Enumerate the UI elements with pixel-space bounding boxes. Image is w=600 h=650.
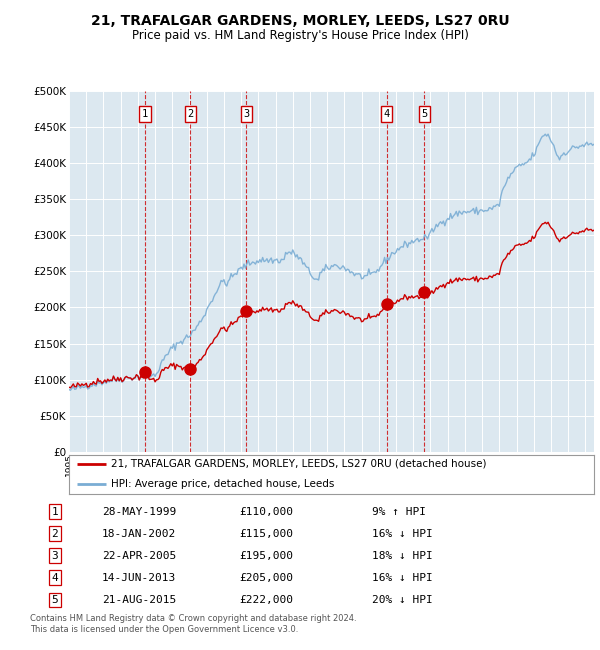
Text: 5: 5: [421, 109, 427, 119]
Text: 2: 2: [52, 528, 58, 539]
Text: 5: 5: [52, 595, 58, 605]
Text: 9% ↑ HPI: 9% ↑ HPI: [372, 506, 426, 517]
Text: 20% ↓ HPI: 20% ↓ HPI: [372, 595, 433, 605]
Text: 21, TRAFALGAR GARDENS, MORLEY, LEEDS, LS27 0RU (detached house): 21, TRAFALGAR GARDENS, MORLEY, LEEDS, LS…: [111, 459, 487, 469]
Text: 4: 4: [383, 109, 390, 119]
Text: £195,000: £195,000: [240, 551, 294, 561]
Text: £115,000: £115,000: [240, 528, 294, 539]
Text: 21-AUG-2015: 21-AUG-2015: [102, 595, 176, 605]
Text: 21, TRAFALGAR GARDENS, MORLEY, LEEDS, LS27 0RU: 21, TRAFALGAR GARDENS, MORLEY, LEEDS, LS…: [91, 14, 509, 29]
Text: 14-JUN-2013: 14-JUN-2013: [102, 573, 176, 583]
Text: 22-APR-2005: 22-APR-2005: [102, 551, 176, 561]
Text: 4: 4: [52, 573, 58, 583]
Text: 2: 2: [187, 109, 193, 119]
Text: Contains HM Land Registry data © Crown copyright and database right 2024.
This d: Contains HM Land Registry data © Crown c…: [30, 614, 356, 634]
Text: £205,000: £205,000: [240, 573, 294, 583]
Text: 28-MAY-1999: 28-MAY-1999: [102, 506, 176, 517]
Text: 18-JAN-2002: 18-JAN-2002: [102, 528, 176, 539]
Text: 18% ↓ HPI: 18% ↓ HPI: [372, 551, 433, 561]
Text: £110,000: £110,000: [240, 506, 294, 517]
Text: Price paid vs. HM Land Registry's House Price Index (HPI): Price paid vs. HM Land Registry's House …: [131, 29, 469, 42]
Text: 1: 1: [52, 506, 58, 517]
Text: 16% ↓ HPI: 16% ↓ HPI: [372, 573, 433, 583]
Text: £222,000: £222,000: [240, 595, 294, 605]
Text: 3: 3: [244, 109, 250, 119]
Text: 16% ↓ HPI: 16% ↓ HPI: [372, 528, 433, 539]
Text: HPI: Average price, detached house, Leeds: HPI: Average price, detached house, Leed…: [111, 479, 334, 489]
Text: 3: 3: [52, 551, 58, 561]
Text: 1: 1: [142, 109, 148, 119]
